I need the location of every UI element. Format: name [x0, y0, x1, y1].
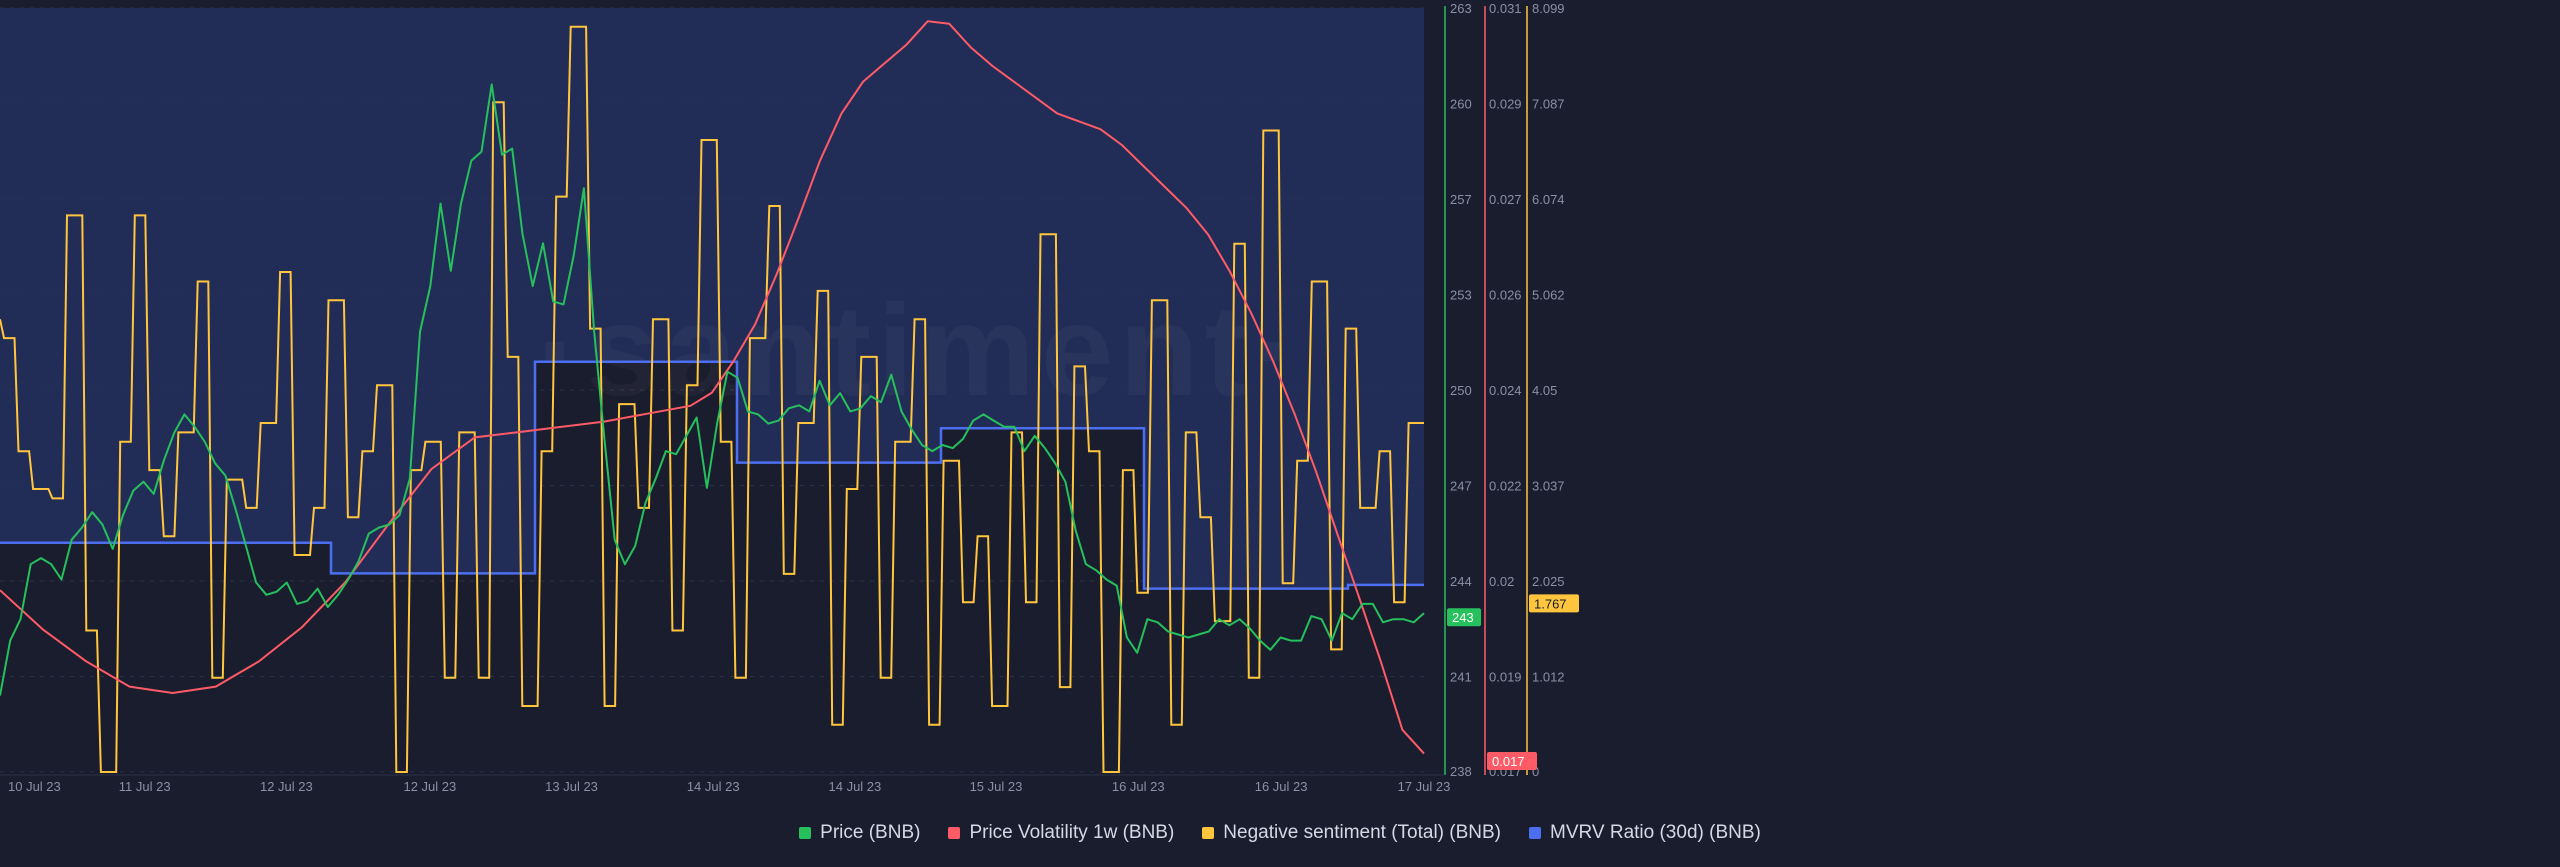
- legend-label-price: Price (BNB): [820, 822, 921, 843]
- volatility-value-badge: 0.017: [1492, 754, 1525, 769]
- volatility-tick-label: 0.024: [1489, 383, 1522, 398]
- volatility-tick-label: 0.019: [1489, 670, 1522, 685]
- price-tick-label: 238: [1450, 764, 1472, 779]
- price-value-badge-bg: [1447, 608, 1481, 627]
- price-tick-label: 260: [1450, 97, 1472, 112]
- legend-swatch-price: [799, 827, 812, 839]
- legend-label-volatility: Price Volatility 1w (BNB): [969, 822, 1175, 843]
- legend-item-volatility[interactable]: Price Volatility 1w (BNB): [948, 822, 1174, 844]
- price-tick-label: 244: [1450, 574, 1472, 589]
- x-tick-label: 13 Jul 23: [545, 779, 598, 794]
- sentiment-tick-label: 7.087: [1532, 97, 1565, 112]
- sentiment-value-badge: 1.767: [1534, 596, 1567, 611]
- legend: Price (BNB) Price Volatility 1w (BNB) Ne…: [0, 822, 2560, 844]
- sentiment-tick-label: 1.012: [1532, 670, 1565, 685]
- x-tick-label: 11 Jul 23: [119, 779, 171, 794]
- x-tick-label: 12 Jul 23: [260, 779, 313, 794]
- price-tick-label: 253: [1450, 288, 1472, 303]
- x-tick-label: 16 Jul 23: [1255, 779, 1308, 794]
- axis-panel: [1426, 0, 2560, 775]
- volatility-tick-label: 0.027: [1489, 192, 1522, 207]
- x-tick-label: 12 Jul 23: [403, 779, 456, 794]
- x-tick-label: 14 Jul 23: [829, 779, 882, 794]
- volatility-tick-label: 0.029: [1489, 97, 1522, 112]
- volatility-value-badge-bg: [1487, 752, 1537, 770]
- legend-item-sentiment[interactable]: Negative sentiment (Total) (BNB): [1202, 822, 1501, 844]
- legend-item-mvrv[interactable]: MVRV Ratio (30d) (BNB): [1529, 822, 1761, 844]
- price-value-badge: 243: [1452, 610, 1474, 625]
- sentiment-tick-label: 0: [1532, 764, 1539, 779]
- price-tick-label: 250: [1450, 383, 1472, 398]
- legend-label-mvrv: MVRV Ratio (30d) (BNB): [1550, 822, 1761, 843]
- volatility-tick-label: 0.02: [1489, 574, 1514, 589]
- legend-label-sentiment: Negative sentiment (Total) (BNB): [1223, 822, 1502, 843]
- axes-layer: 263 260 257 253 250 247 244 241 238 0.031 0.029 0.0…: [1444, 1, 1579, 779]
- x-tick-label: 15 Jul 23: [970, 779, 1023, 794]
- legend-swatch-mvrv: [1529, 827, 1542, 839]
- volatility-tick-label: 0.022: [1489, 479, 1522, 494]
- price-tick-label: 247: [1450, 479, 1472, 494]
- x-tick-label: 17 Jul 23: [1398, 779, 1451, 794]
- sentiment-value-badge-bg: [1529, 594, 1579, 613]
- price-tick-label: 241: [1450, 670, 1472, 685]
- sentiment-tick-label: 2.025: [1532, 574, 1565, 589]
- x-tick-label: 16 Jul 23: [1112, 779, 1165, 794]
- series-line-price: [0, 83, 1425, 696]
- legend-swatch-sentiment: [1202, 827, 1215, 839]
- sentiment-tick-label: 4.05: [1532, 383, 1557, 398]
- series-line-sentiment: [0, 25, 1424, 773]
- sentiment-tick-label: 3.037: [1532, 479, 1565, 494]
- series-line-volatility: [0, 20, 1425, 755]
- price-tick-label: 257: [1450, 192, 1472, 207]
- x-tick-label: 14 Jul 23: [687, 779, 740, 794]
- legend-swatch-volatility: [948, 827, 961, 839]
- x-tick-label: 10 Jul 23: [8, 779, 61, 794]
- x-axis: 10 Jul 23 11 Jul 23 12 Jul 23 12 Jul 23 13 J…: [0, 774, 1451, 794]
- sentiment-tick-label: 8.099: [1532, 1, 1565, 16]
- mvrv-area: [0, 8, 1424, 589]
- volatility-tick-label: 0.031: [1489, 1, 1522, 16]
- series-layer: [0, 20, 1425, 773]
- sentiment-tick-label: 6.074: [1532, 192, 1565, 207]
- sentiment-tick-label: 5.062: [1532, 288, 1565, 303]
- series-line-mvrv: [0, 360, 1424, 590]
- legend-item-price[interactable]: Price (BNB): [799, 822, 920, 844]
- price-tick-label: 263: [1450, 1, 1472, 16]
- volatility-tick-label: 0.026: [1489, 288, 1522, 303]
